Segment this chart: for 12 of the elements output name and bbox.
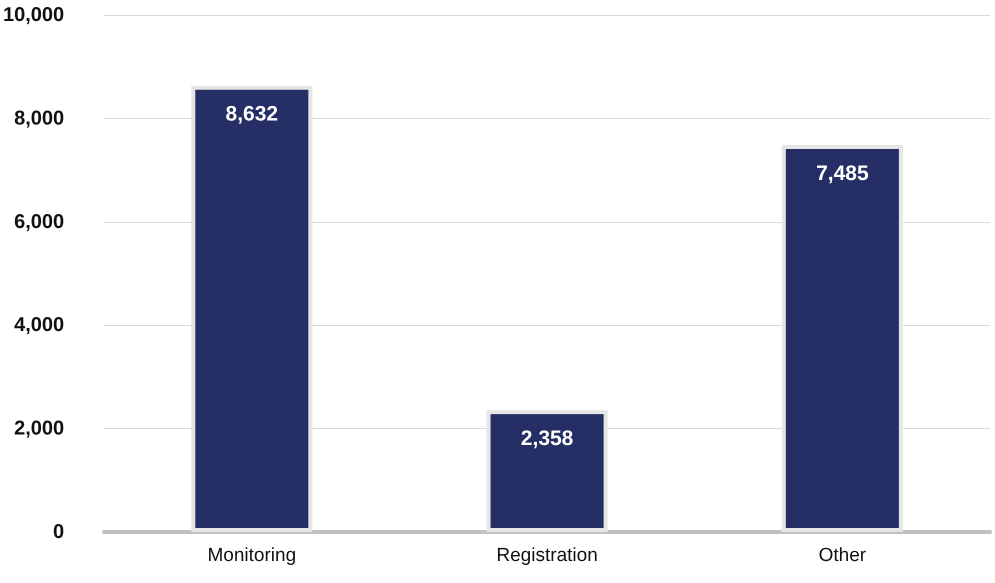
data-label: 8,632 (226, 102, 278, 126)
x-tick-label: Other (818, 545, 867, 566)
y-tick-label: 4,000 (14, 314, 64, 336)
x-tick-label: Registration (496, 545, 598, 566)
y-tick-label: 2,000 (14, 418, 64, 440)
y-tick-label: 8,000 (14, 107, 64, 130)
y-tick-label: 6,000 (14, 210, 64, 233)
y-tick-label: 10,000 (3, 4, 64, 26)
x-tick-label: Monitoring (207, 545, 296, 566)
data-label: 2,358 (520, 427, 574, 450)
y-tick-label: 0 (53, 521, 64, 543)
data-label: 7,485 (816, 162, 869, 186)
